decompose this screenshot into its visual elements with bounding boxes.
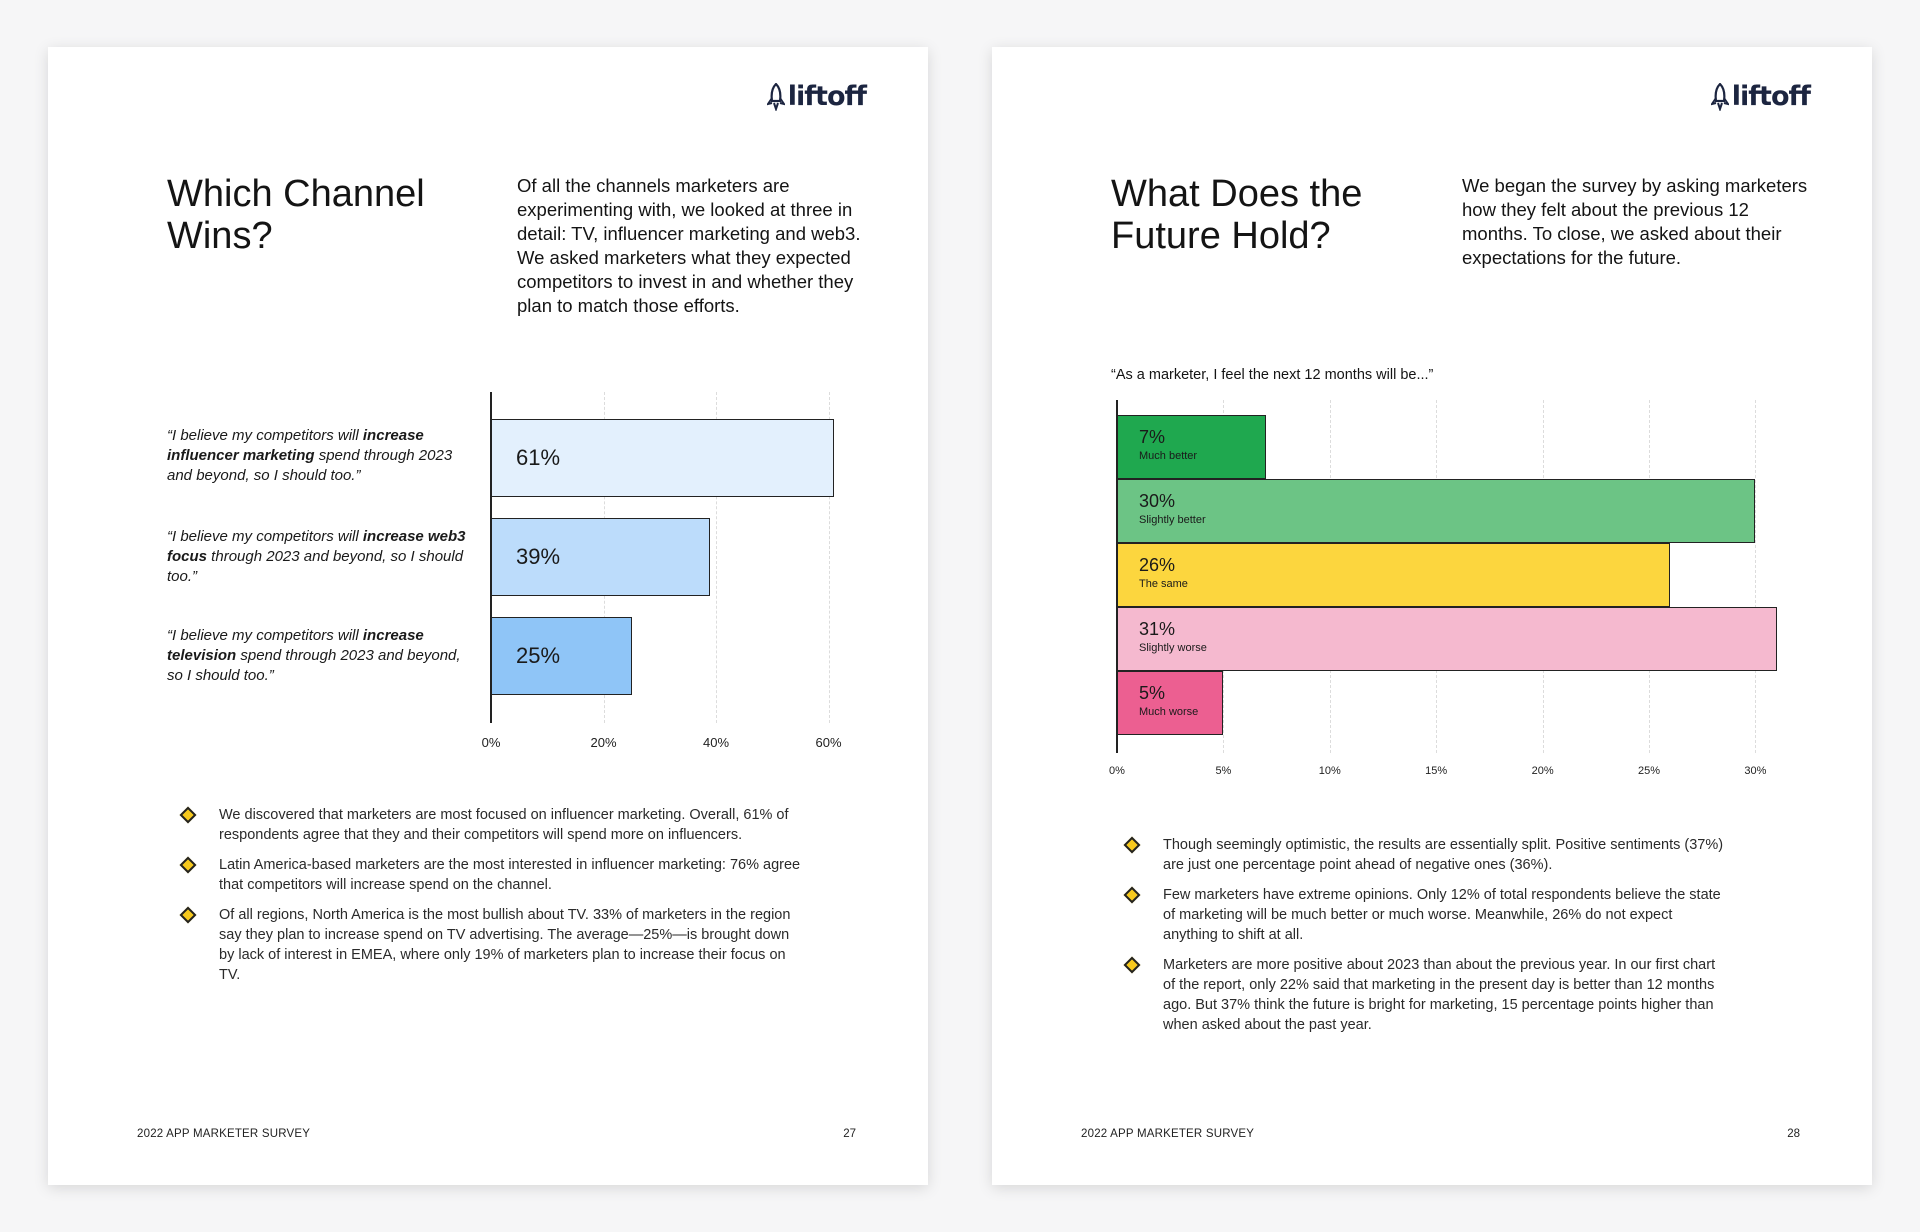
finding-item: Of all regions, North America is the mos…: [167, 905, 807, 985]
report-page-28: liftoff What Does the Future Hold? We be…: [992, 47, 1872, 1185]
x-tick-label: 0%: [481, 735, 501, 750]
quote-text: spend through 2023 and beyond, so I shou…: [167, 447, 453, 484]
bar-category-label: Slightly better: [1139, 514, 1206, 526]
key-findings-list: We discovered that marketers are most fo…: [167, 805, 807, 995]
bar-value-label: 61%: [516, 445, 561, 470]
finding-text: Few marketers have extreme opinions. Onl…: [1163, 887, 1721, 943]
x-tick-label: 30%: [1744, 765, 1767, 777]
bar: [1117, 543, 1671, 607]
x-tick-label: 15%: [1425, 765, 1448, 777]
bar: [1117, 415, 1266, 479]
bar: [1117, 607, 1777, 671]
diamond-bullet-icon: [179, 806, 197, 824]
bar: [1117, 671, 1224, 735]
gridline: [828, 392, 830, 723]
page-title: Which Channel Wins?: [167, 173, 425, 257]
bar: [491, 617, 632, 695]
finding-item: Though seemingly optimistic, the results…: [1111, 835, 1731, 875]
x-tick-label: 60%: [815, 735, 842, 750]
quote-text: through 2023 and beyond, so I should too…: [167, 548, 464, 585]
finding-item: Marketers are more positive about 2023 t…: [1111, 955, 1731, 1035]
bar-value-label: 26%: [1139, 555, 1176, 575]
bar-value-label: 25%: [516, 643, 561, 668]
page-number: 27: [843, 1128, 856, 1140]
bar-value-label: 30%: [1139, 491, 1176, 511]
x-tick-label: 25%: [1637, 765, 1661, 777]
diamond-bullet-icon: [1123, 836, 1141, 854]
quote-emphasis: increase influencer marketing: [167, 427, 424, 464]
bar-category-label: Slightly worse: [1139, 642, 1207, 654]
x-tick-label: 10%: [1318, 765, 1341, 777]
bar: [1117, 479, 1756, 543]
bar: [491, 419, 835, 497]
intro-paragraph: Of all the channels marketers are experi…: [517, 175, 861, 316]
finding-item: Few marketers have extreme opinions. Onl…: [1111, 885, 1731, 945]
diamond-bullet-icon: [1123, 956, 1141, 974]
quote-emphasis: increase television: [167, 627, 424, 664]
quote-label: “I believe my competitors will increase …: [167, 527, 477, 587]
finding-item: We discovered that marketers are most fo…: [167, 805, 807, 845]
bar-category-label: The same: [1139, 578, 1188, 590]
diamond-bullet-icon: [179, 856, 197, 874]
finding-text: Latin America-based marketers are the mo…: [219, 857, 801, 893]
diamond-bullet-icon: [1123, 886, 1141, 904]
x-tick-label: 20%: [1531, 765, 1554, 777]
chart-question: “As a marketer, I feel the next 12 month…: [1111, 367, 1434, 383]
x-tick-label: 5%: [1215, 765, 1232, 777]
bar-value-label: 39%: [516, 544, 561, 569]
rocket-icon: [766, 82, 785, 111]
diamond-bullet-icon: [179, 906, 197, 924]
bar-value-label: 31%: [1139, 619, 1176, 639]
footer-survey-name: 2022 APP MARKETER SURVEY: [137, 1128, 311, 1140]
gridline: [1755, 400, 1757, 753]
bar: [491, 518, 711, 596]
quote-label: “I believe my competitors will increase …: [167, 426, 477, 486]
page-title: What Does the Future Hold?: [1111, 173, 1363, 257]
liftoff-logo: liftoff: [766, 81, 867, 112]
rocket-icon: [1710, 82, 1729, 111]
bar-value-label: 5%: [1139, 683, 1166, 703]
x-tick-label: 0%: [1109, 765, 1125, 777]
finding-item: Latin America-based marketers are the mo…: [167, 855, 807, 895]
finding-text: Though seemingly optimistic, the results…: [1163, 837, 1724, 873]
gridline: [716, 392, 717, 723]
key-findings-list: Though seemingly optimistic, the results…: [1111, 835, 1731, 1045]
x-tick-label: 40%: [702, 735, 730, 750]
logo-text: liftoff: [1731, 81, 1811, 112]
bar-category-label: Much worse: [1139, 706, 1199, 718]
report-page-27: liftoff Which Channel Wins? Of all the c…: [48, 47, 928, 1185]
y-axis-line: [490, 392, 492, 723]
quote-text: “I believe my competitors will: [167, 627, 363, 644]
quote-emphasis: increase web3 focus: [167, 528, 466, 565]
finding-text: We discovered that marketers are most fo…: [219, 807, 789, 843]
quote-text: spend through 2023 and beyond, so I shou…: [167, 647, 461, 684]
logo-text: liftoff: [787, 81, 867, 112]
finding-text: Of all regions, North America is the mos…: [219, 907, 791, 983]
bar-category-label: Much better: [1139, 450, 1198, 462]
x-tick-label: 20%: [590, 735, 617, 750]
quote-text: “I believe my competitors will: [167, 528, 363, 545]
y-axis-line: [1116, 400, 1118, 753]
finding-text: Marketers are more positive about 2023 t…: [1163, 957, 1716, 1033]
intro-paragraph: We began the survey by asking marketers …: [1462, 175, 1808, 268]
liftoff-logo: liftoff: [1710, 81, 1811, 112]
bar-value-label: 7%: [1139, 427, 1166, 447]
page-number: 28: [1787, 1128, 1800, 1140]
footer-survey-name: 2022 APP MARKETER SURVEY: [1081, 1128, 1255, 1140]
quote-text: “I believe my competitors will: [167, 427, 363, 444]
quote-label: “I believe my competitors will increase …: [167, 626, 477, 686]
